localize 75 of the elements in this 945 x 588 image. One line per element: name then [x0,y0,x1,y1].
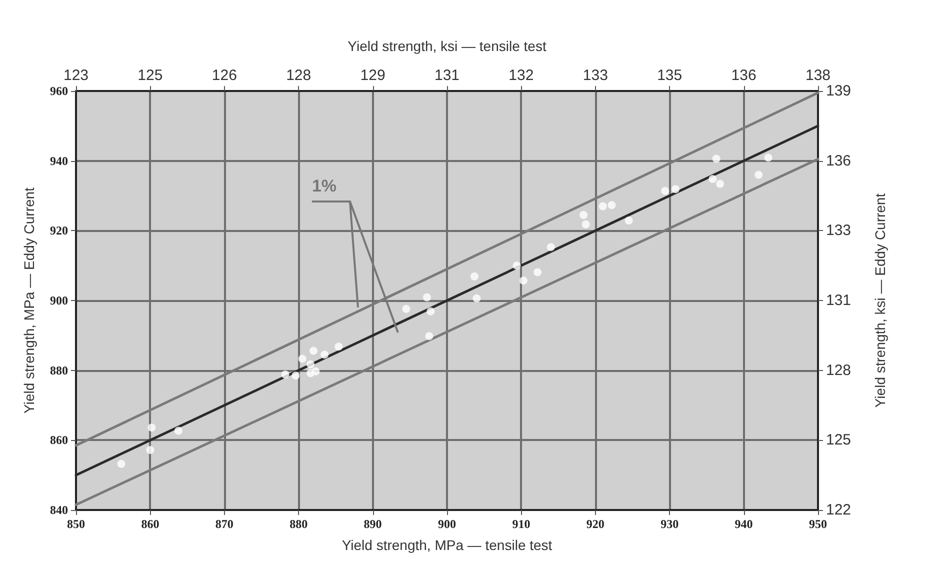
x2-tick-label: 129 [360,67,386,84]
point [754,170,763,179]
x-tick-label: 930 [660,517,679,531]
y2-tick-label: 136 [826,152,852,170]
point [309,346,318,355]
point [334,342,343,351]
x-tick-label: 870 [215,517,234,531]
point [146,446,154,454]
x2-tick-label: 132 [508,67,534,84]
x2-tick-label: 135 [657,67,682,84]
y-tick-label: 920 [50,224,68,238]
y2-tick-label: 122 [826,502,852,518]
point [425,332,434,340]
point [708,174,717,183]
y-tick-label: 900 [50,294,68,308]
y-tick-label: 840 [50,503,68,517]
point [546,243,555,252]
point [298,354,306,363]
point [608,201,616,210]
point [174,426,182,435]
y-tick-label: 960 [50,84,68,98]
point [320,350,329,359]
point [519,276,528,285]
point [716,180,724,188]
x-tick-label: 940 [734,517,753,531]
point [117,460,126,468]
x2-tick-label: 126 [212,67,237,84]
y-tick-label: 860 [50,433,68,448]
point [598,202,607,210]
point [764,154,772,162]
x-tick-label: 920 [586,517,604,531]
point [281,370,290,379]
point [712,154,720,163]
x2-tick-label: 131 [434,67,460,84]
point [672,185,680,194]
x2-tick-label: 125 [138,67,163,84]
point [306,369,314,378]
point [426,307,435,316]
point [148,424,156,432]
x-tick-label: 880 [290,517,308,531]
x-tick-label: 850 [67,517,85,531]
x-tick-label: 900 [438,517,456,531]
x-axis-title: Yield strength, MPa — tensile test [342,537,552,553]
x2-tick-label: 138 [805,67,831,84]
point [292,372,300,380]
x-tick-label: 950 [809,517,827,531]
annotation: 1% [312,176,337,196]
point [472,294,481,302]
point [661,186,670,195]
x2-tick-label: 128 [286,67,312,84]
point [534,268,542,276]
point [402,304,410,313]
x-tick-label: 860 [141,517,160,531]
point [512,262,521,270]
point [624,216,633,225]
point [306,360,314,368]
y-axis-title: Yield strength, MPa — Eddy Current [21,187,37,414]
y2-tick-label: 125 [826,432,852,449]
point [582,220,590,228]
point [422,293,431,302]
y2-tick-label: 131 [826,292,852,309]
x2-tick-label: 136 [731,67,756,84]
y2-tick-label: 128 [826,362,852,379]
y-tick-label: 940 [50,154,68,168]
y2-axis-title: Yield strength, ksi — Eddy Current [872,193,888,408]
x2-tick-label: 133 [582,67,608,84]
x-tick-label: 910 [512,517,530,531]
x-tick-label: 890 [364,517,382,531]
y2-tick-label: 133 [826,222,852,240]
x2-axis-title: Yield strength, ksi — tensile test [348,38,546,54]
x2-tick-label: 123 [63,67,89,84]
point [470,272,478,280]
y2-tick-label: 139 [826,82,852,100]
point [580,210,588,219]
y-tick-label: 880 [50,363,68,378]
